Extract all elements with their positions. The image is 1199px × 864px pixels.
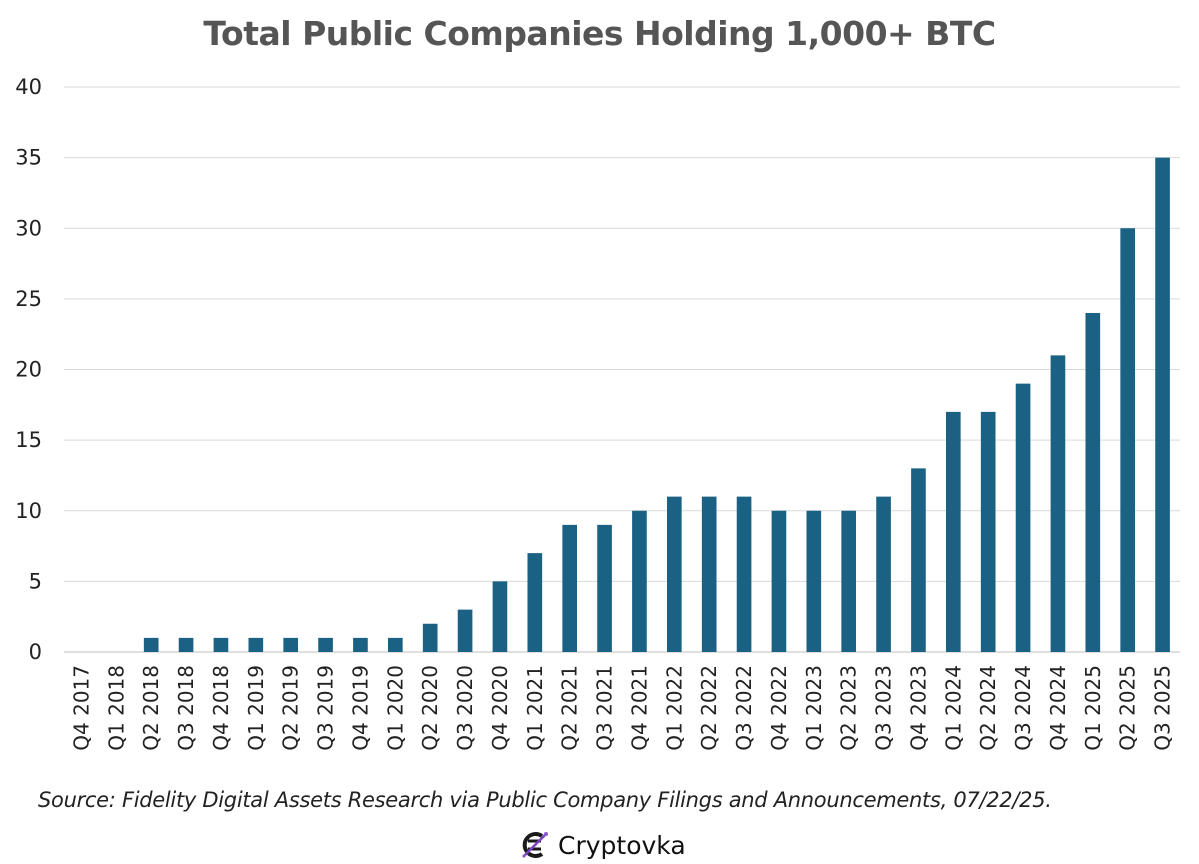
y-tick-label: 0 [29,640,42,664]
source-note: Source: Fidelity Digital Assets Research… [38,788,1052,812]
x-tick-label: Q3 2024 [1011,665,1035,751]
x-tick-label: Q4 2024 [1046,665,1070,751]
x-tick-label: Q2 2021 [558,665,582,751]
x-tick-label: Q1 2025 [1081,665,1105,751]
x-tick-label: Q2 2025 [1116,665,1140,751]
bar [562,524,578,652]
x-tick-label: Q2 2022 [697,665,721,751]
x-tick-label: Q1 2024 [941,665,965,751]
bar [422,623,438,652]
x-tick-label: Q1 2022 [662,665,686,751]
x-tick-label: Q1 2018 [104,665,128,751]
bar [318,637,333,652]
x-tick-label: Q4 2019 [348,665,372,751]
chart-title: Total Public Companies Holding 1,000+ BT… [203,14,996,53]
bar-chart: 0 5 10 15 20 25 30 35 40 Q4 2017 Q1 2018 Q2 2018 Q3… [15,75,1180,751]
x-tick-label: Q3 2023 [872,665,896,751]
bar [666,496,682,652]
x-tick-label: Q2 2018 [139,665,163,751]
bar [457,609,473,652]
x-tick-label: Q4 2020 [488,665,512,751]
y-tick-label: 5 [29,569,42,593]
bar [387,637,403,652]
x-tick-label: Q3 2019 [314,665,338,751]
bar [701,496,717,652]
x-tick-label: Q3 2022 [732,665,756,751]
bar [1085,313,1101,652]
bar [876,496,891,652]
y-tick-label: 25 [15,287,42,311]
watermark-text: Cryptovka [558,830,686,860]
bar [1015,383,1031,652]
bar [841,510,857,652]
gridlines [64,86,1180,653]
y-tick-label: 10 [15,499,42,523]
bar [178,637,194,652]
y-tick-label: 40 [15,75,42,99]
y-tick-label: 30 [15,216,42,240]
bar [143,637,159,652]
bar [806,510,822,652]
y-tick-label: 15 [15,428,42,452]
bar [632,510,647,652]
y-tick-label: 20 [15,358,42,382]
bar [1120,228,1136,652]
x-tick-label: Q1 2020 [383,665,407,751]
bar [248,637,264,652]
x-tick-label: Q2 2019 [279,665,303,751]
x-axis-ticks: Q4 2017 Q1 2018 Q2 2018 Q3 2018 Q4 2018 Q1 20… [69,665,1174,751]
x-tick-label: Q4 2021 [627,665,651,751]
x-tick-label: Q4 2017 [69,665,93,751]
watermark: Cryptovka [520,828,686,862]
bar [492,581,508,652]
bar [1155,157,1170,652]
bar [736,496,752,652]
bar [771,510,787,652]
bar [353,637,368,652]
x-tick-label: Q2 2023 [837,665,861,751]
x-tick-label: Q4 2023 [906,665,930,751]
bar [527,553,543,652]
x-tick-label: Q3 2021 [593,665,617,751]
x-tick-label: Q1 2023 [802,665,826,751]
x-tick-label: Q2 2024 [976,665,1000,751]
x-tick-label: Q1 2021 [523,665,547,751]
bars [143,157,1170,652]
x-tick-label: Q3 2020 [453,665,477,751]
cryptovka-logo-icon [522,832,548,858]
bar [597,524,612,652]
bar [980,411,996,652]
bar [911,468,926,652]
x-tick-label: Q4 2018 [209,665,233,751]
y-tick-label: 35 [15,146,42,170]
x-tick-label: Q2 2020 [418,665,442,751]
bar [945,411,961,652]
x-tick-label: Q4 2022 [767,665,791,751]
x-tick-label: Q3 2025 [1151,665,1175,751]
x-tick-label: Q1 2019 [244,665,268,751]
y-axis-ticks: 0 5 10 15 20 25 30 35 40 [15,75,42,664]
bar [283,637,299,652]
bar [1050,355,1066,652]
x-tick-label: Q3 2018 [174,665,198,751]
bar [213,637,229,652]
